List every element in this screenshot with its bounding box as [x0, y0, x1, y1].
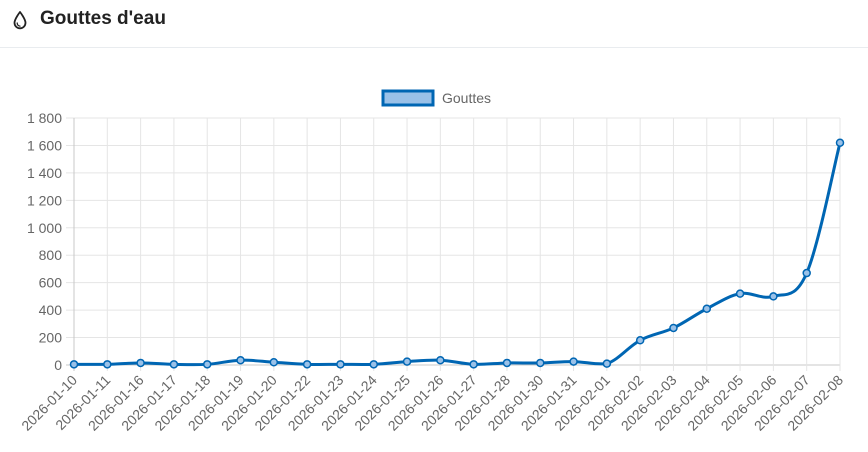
data-point[interactable] — [602, 359, 612, 368]
page-title: Gouttes d'eau — [40, 8, 166, 29]
y-tick-label: 800 — [39, 247, 63, 263]
y-tick-label: 1 000 — [27, 220, 62, 236]
y-tick-label: 1 400 — [27, 165, 62, 181]
y-tick-label: 1 800 — [27, 110, 62, 126]
data-point[interactable] — [469, 360, 478, 369]
data-point[interactable] — [336, 360, 345, 369]
y-tick-label: 1 600 — [27, 137, 62, 153]
data-point[interactable] — [669, 323, 678, 333]
legend-swatch — [381, 89, 435, 107]
y-tick-label: 400 — [39, 302, 63, 318]
data-point[interactable] — [269, 358, 279, 367]
data-point[interactable] — [702, 304, 712, 313]
data-point[interactable] — [436, 355, 445, 365]
data-point[interactable] — [569, 357, 578, 366]
chart-series — [69, 138, 845, 369]
series-line-gouttes — [73, 142, 842, 367]
data-point[interactable] — [835, 138, 845, 147]
chart-grid — [66, 117, 841, 371]
legend-label: Gouttes — [442, 90, 491, 106]
y-tick-label: 200 — [39, 330, 63, 346]
line-chart: 0 200 400 600 800 1 000 1 200 1 400 1 600 1 800 2… — [18, 89, 846, 434]
data-point[interactable] — [169, 360, 179, 369]
data-point[interactable] — [735, 289, 745, 298]
chart-legend[interactable]: Gouttes — [381, 89, 491, 107]
data-point[interactable] — [69, 360, 79, 369]
data-point[interactable] — [302, 360, 312, 369]
data-point[interactable] — [769, 292, 778, 301]
data-point[interactable] — [136, 358, 145, 368]
data-point[interactable] — [502, 358, 512, 368]
data-point[interactable] — [202, 360, 212, 369]
data-point[interactable] — [369, 360, 378, 369]
droplet-icon — [13, 11, 27, 30]
data-point[interactable] — [536, 358, 545, 368]
data-point[interactable] — [402, 357, 412, 366]
y-tick-label: 600 — [39, 275, 63, 291]
data-point[interactable] — [802, 268, 811, 278]
data-point[interactable] — [236, 355, 245, 365]
card-header: Gouttes d'eau — [0, 0, 868, 48]
y-tick-label: 1 200 — [27, 192, 62, 208]
x-axis-ticks: 2026-01-102026-01-112026-01-162026-01-17… — [18, 372, 846, 434]
data-point[interactable] — [635, 336, 645, 345]
data-point[interactable] — [103, 360, 112, 369]
y-axis-ticks: 0 200 400 600 800 1 000 1 200 1 400 1 600 1 800 — [27, 110, 62, 373]
y-tick-label: 0 — [54, 357, 62, 373]
